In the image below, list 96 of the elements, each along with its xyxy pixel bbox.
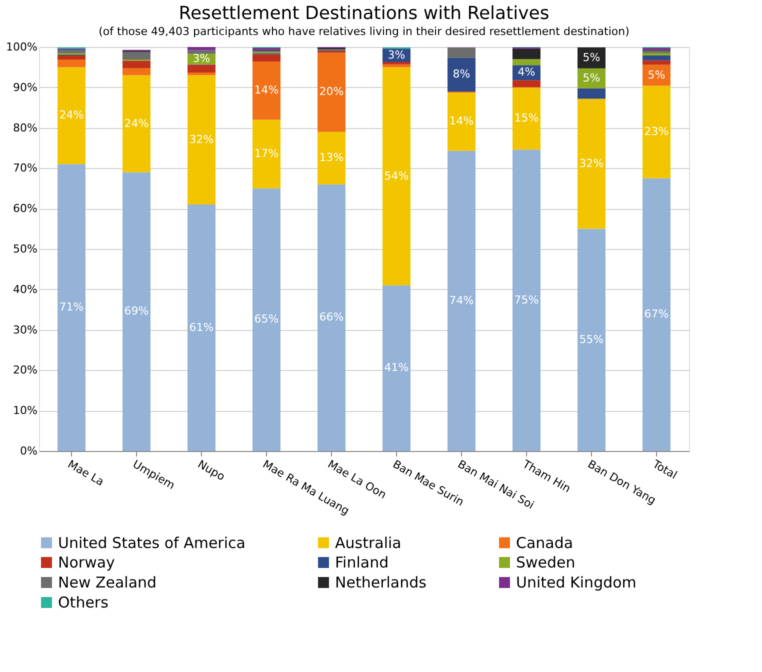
bar [382, 62, 410, 64]
bar [58, 164, 86, 451]
data-label: 32% [579, 156, 604, 170]
y-tick-label: 20% [13, 364, 38, 377]
y-tick-label: 80% [13, 121, 38, 134]
y-tick-label: 90% [13, 80, 38, 94]
data-label: 71% [59, 300, 84, 314]
bar [448, 48, 476, 58]
bar [512, 59, 540, 66]
bar [188, 64, 216, 72]
bar [448, 150, 476, 451]
y-tick-label: 30% [13, 323, 38, 336]
data-label: 75% [514, 293, 539, 306]
bar [578, 98, 606, 229]
bar [512, 48, 540, 60]
bar [642, 178, 670, 451]
bar [188, 47, 216, 50]
bar [578, 228, 606, 451]
bar [188, 204, 216, 451]
y-tick-label: 0% [20, 444, 38, 458]
data-label: 5% [582, 71, 600, 84]
bar [382, 67, 410, 286]
data-label: 14% [254, 84, 279, 97]
bar [58, 50, 86, 54]
bar [122, 172, 150, 451]
data-label: 55% [579, 332, 604, 346]
data-label: 13% [319, 151, 344, 164]
bar [318, 184, 346, 451]
chart-subtitle: (of those 49,403 participants who have relatives living in their desired resettlement destination) [98, 25, 630, 38]
bar [448, 58, 476, 92]
bar [318, 132, 346, 184]
x-tick-label: Mae La [66, 458, 106, 489]
data-label: 23% [644, 125, 669, 138]
bar [58, 55, 86, 60]
bar [252, 188, 280, 451]
bar [252, 120, 280, 188]
data-label: 14% [449, 114, 474, 128]
bar [512, 80, 540, 87]
data-label: 24% [59, 108, 84, 122]
data-label: 5% [582, 50, 600, 64]
legend-label: Finland [335, 554, 389, 572]
y-tick-label: 50% [13, 242, 38, 256]
legend-label: Australia [335, 534, 402, 552]
legend-label: United Kingdom [516, 574, 636, 592]
bar [252, 62, 280, 120]
bar [512, 88, 540, 150]
y-tick-label: 60% [13, 202, 38, 216]
bar [642, 55, 670, 60]
bar [252, 54, 280, 62]
data-label: 32% [189, 132, 214, 146]
data-label: 67% [644, 308, 669, 321]
y-tick-label: 40% [13, 282, 38, 296]
bar [58, 67, 86, 164]
bar [578, 88, 606, 99]
data-label: 4% [518, 66, 536, 79]
data-label: 17% [254, 147, 279, 160]
legend-label: Others [58, 594, 109, 612]
bar [188, 72, 216, 76]
data-label: 65% [254, 312, 279, 326]
y-tick-label: 10% [13, 404, 38, 418]
data-label: 41% [384, 361, 409, 374]
bar [382, 285, 410, 451]
legend-label: United States of America [58, 534, 246, 552]
bar [122, 68, 150, 76]
bar [448, 92, 476, 151]
data-label: 3% [192, 52, 210, 66]
bar [122, 52, 150, 60]
legend-label: Canada [516, 534, 574, 552]
legend-label: Norway [58, 554, 116, 572]
legend-label: New Zealand [58, 574, 157, 592]
bar [58, 60, 86, 68]
data-label: 74% [449, 294, 474, 307]
data-label: 8% [452, 68, 470, 81]
data-label: 61% [189, 320, 214, 334]
bar [642, 86, 670, 178]
bar [122, 75, 150, 172]
data-label: 3% [388, 48, 406, 62]
data-label: 66% [319, 310, 344, 324]
bar [318, 52, 346, 132]
data-label: 5% [648, 68, 666, 82]
bar [188, 75, 216, 205]
chart-title: Resettlement Destinations with Relatives [178, 3, 550, 24]
data-label: 54% [384, 169, 409, 182]
y-tick-label: 70% [13, 162, 38, 175]
bar [642, 50, 670, 54]
bar [642, 60, 670, 65]
y-tick-label: 100% [6, 40, 38, 54]
data-label: 24% [124, 116, 149, 130]
legend-label: Sweden [516, 554, 576, 572]
data-label: 20% [319, 85, 344, 98]
data-label: 15% [514, 112, 539, 125]
legend-label: Netherlands [335, 574, 427, 592]
data-label: 69% [124, 304, 149, 318]
bar [122, 60, 150, 68]
bar [188, 50, 216, 54]
bar [512, 150, 540, 451]
